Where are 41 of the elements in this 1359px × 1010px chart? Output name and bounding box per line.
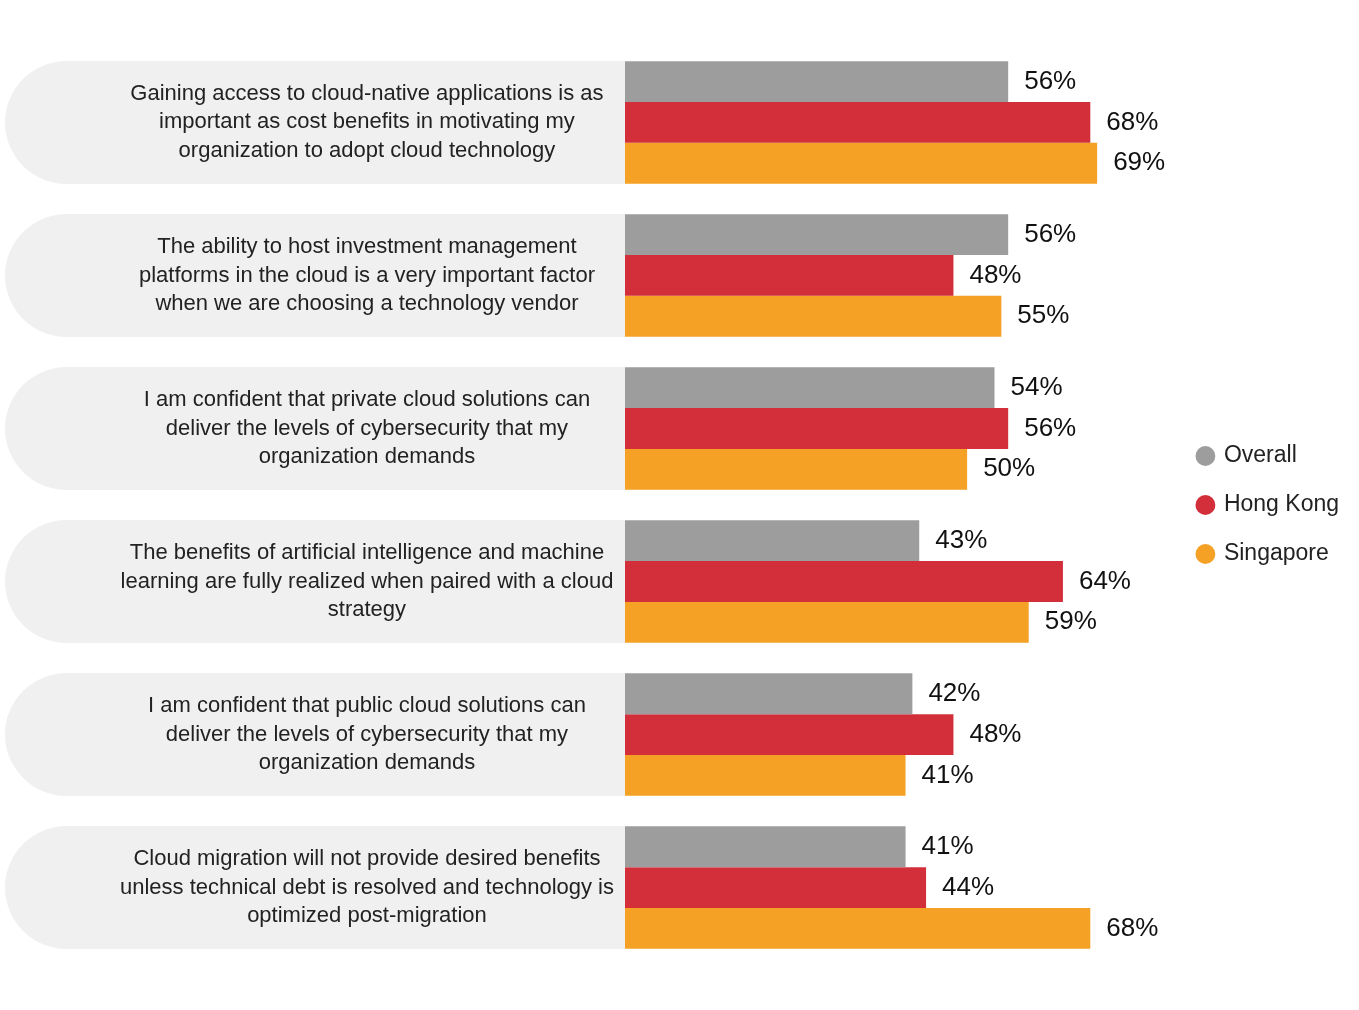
data-label: 42% xyxy=(928,676,981,707)
y-tick-label: Gaining access to cloud-native applications is as important as cost benefits in motivating my organization to adopt cloud technology xyxy=(130,79,604,163)
legend-label: Singapore xyxy=(1223,539,1329,566)
y-tick-label: I am confident that public cloud solutions can deliver the levels of cybersecurity that my organization demands xyxy=(148,692,586,775)
data-label: 44% xyxy=(942,870,995,901)
data-label: 68% xyxy=(1106,911,1159,942)
data-label: 55% xyxy=(1017,299,1070,330)
bar xyxy=(625,367,995,409)
data-label: 54% xyxy=(1010,370,1063,401)
data-label: 41% xyxy=(921,758,974,789)
data-label: 43% xyxy=(935,523,988,554)
data-label: 41% xyxy=(921,829,974,860)
bar xyxy=(625,61,1009,103)
y-tick-label: Cloud migration will not provide desired benefits unless technical debt is resolved and technology is optimized post-migration xyxy=(119,845,614,928)
bar xyxy=(625,255,954,296)
bar xyxy=(625,673,913,715)
legend-label: Hong Kong xyxy=(1223,490,1339,517)
bar xyxy=(625,754,906,796)
bar xyxy=(625,867,927,908)
bar xyxy=(625,826,906,868)
bar xyxy=(625,520,920,562)
data-label: 56% xyxy=(1024,64,1077,95)
bar xyxy=(625,214,1009,256)
data-label: 48% xyxy=(969,717,1022,748)
y-tick-label: I am confident that private cloud solutions can deliver the levels of cybersecurity that my organization demands xyxy=(143,385,591,469)
data-label: 68% xyxy=(1106,105,1159,136)
bar xyxy=(625,448,968,490)
data-label: 50% xyxy=(983,452,1036,483)
legend-label: Overall xyxy=(1223,441,1297,468)
bar xyxy=(625,408,1009,449)
data-label: 59% xyxy=(1044,605,1097,636)
y-tick-label: The ability to host investment management platforms in the cloud is a very important factor when we are choosing a technology vendor xyxy=(138,232,596,316)
bar xyxy=(625,714,954,755)
data-label: 48% xyxy=(969,258,1022,289)
bar xyxy=(625,295,1002,337)
data-label: 56% xyxy=(1024,411,1077,442)
data-label: 69% xyxy=(1113,146,1166,177)
data-label: 56% xyxy=(1024,217,1077,248)
bar xyxy=(625,601,1029,643)
y-tick-label: The benefits of artificial intelligence and machine learning are fully realized when paired with a cloud strategy xyxy=(120,538,614,622)
data-label: 64% xyxy=(1078,564,1131,595)
